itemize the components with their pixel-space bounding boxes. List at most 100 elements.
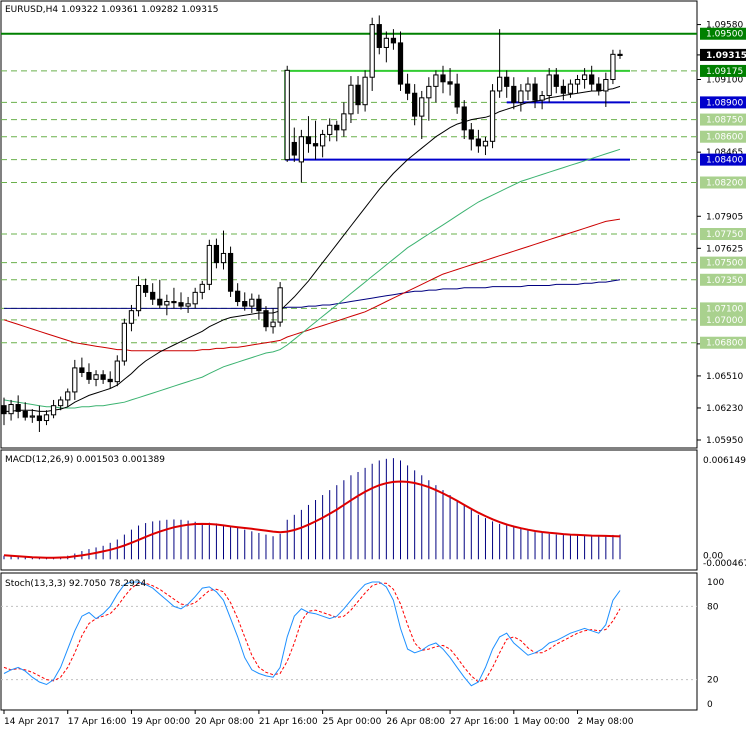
- ma-long-line: [4, 279, 621, 309]
- candle-body: [589, 74, 595, 85]
- candle-body: [150, 291, 156, 300]
- macd-header: MACD(12,26,9) 0.001503 0.001389: [5, 455, 165, 465]
- candle-body: [22, 410, 28, 418]
- candle-body: [249, 298, 255, 307]
- macd-pane: MACD(12,26,9) 0.001503 0.001389 0.006149…: [0, 449, 746, 571]
- price-axis: 1.09580 1.09315 1.09100 1.08465 1.07905 1.076…: [697, 21, 746, 446]
- candle-body: [369, 24, 375, 78]
- candle-body: [560, 85, 566, 94]
- candle-body: [79, 367, 85, 373]
- stoch-axis: 100 80 20 0: [707, 578, 724, 710]
- candle-body: [213, 244, 220, 264]
- candle-body: [157, 298, 163, 306]
- candle-body: [581, 74, 588, 81]
- candle-body: [412, 92, 418, 117]
- time-tick-label: 2 May 08:00: [578, 717, 634, 727]
- candle-body: [504, 76, 510, 87]
- price-level-tag-label: 1.09500: [706, 30, 743, 40]
- price-tick-label: 1.09580: [706, 21, 743, 31]
- candle-body: [220, 252, 227, 264]
- price-level-tag-label: 1.08900: [706, 98, 743, 108]
- candle-body: [327, 124, 333, 135]
- stoch-axis-label: 80: [707, 602, 719, 612]
- candle-body: [539, 95, 545, 101]
- candle-body: [135, 285, 142, 312]
- candle-body: [497, 76, 503, 92]
- time-tick-label: 14 Apr 2017: [4, 717, 60, 727]
- candle-body: [383, 37, 389, 48]
- candle-body: [298, 136, 305, 163]
- price-tick-label: 1.05950: [706, 436, 743, 446]
- candle-body: [192, 291, 198, 305]
- price-tick-label: 1.06230: [706, 404, 743, 414]
- candle-body: [305, 136, 312, 145]
- stoch-header: Stoch(13,3,3) 92.7050 78.2924: [5, 579, 146, 589]
- time-axis: 14 Apr 2017 17 Apr 16:00 19 Apr 00:00 20 Ap…: [3, 710, 634, 727]
- price-level-tag: [700, 176, 746, 189]
- time-tick-label: 19 Apr 00:00: [131, 717, 190, 727]
- candle-body: [86, 371, 92, 380]
- candle-body: [475, 138, 482, 147]
- stoch-levels: [1, 605, 697, 681]
- time-tick-label: 25 Apr 00:00: [323, 717, 382, 727]
- ma-slow-line: [3, 218, 621, 352]
- candle-body: [610, 53, 616, 81]
- price-level-tag: [700, 256, 746, 269]
- price-level-tag: [700, 113, 746, 126]
- candle-body: [447, 81, 453, 85]
- candle-body: [390, 37, 397, 44]
- candle-body: [178, 302, 184, 307]
- candle-body: [235, 290, 241, 303]
- time-tick-label: 20 Apr 08:00: [195, 717, 254, 727]
- last-price-label: 1.09315: [706, 51, 746, 61]
- candle-body: [114, 360, 120, 383]
- macd-signal-line: [3, 480, 621, 559]
- price-tick-label: 1.06510: [706, 372, 743, 382]
- candle-body: [468, 129, 474, 140]
- candle-body: [440, 74, 446, 83]
- candle-body: [397, 42, 404, 85]
- price-level-tag: [700, 130, 746, 143]
- candle-body: [553, 74, 559, 87]
- candle-body: [199, 283, 205, 293]
- candle-body: [227, 252, 234, 292]
- candle-body: [291, 141, 297, 156]
- candle-body: [546, 74, 552, 97]
- candle-body: [256, 298, 262, 312]
- candle-body: [433, 74, 439, 87]
- candle-body: [36, 415, 43, 422]
- candle-body: [284, 69, 290, 161]
- price-pane-frame: [0, 0, 698, 449]
- price-level-tag-label: 1.07350: [706, 276, 743, 286]
- candle-body: [100, 374, 106, 380]
- candle-body: [65, 391, 71, 401]
- candle-body: [1, 405, 7, 415]
- price-level-tag: [700, 336, 746, 349]
- candle-body: [270, 321, 276, 328]
- candle-body: [355, 84, 361, 106]
- price-level-tag-label: 1.08400: [706, 156, 743, 166]
- price-level-tag-label: 1.08750: [706, 116, 743, 126]
- price-level-tag: [700, 27, 746, 40]
- macd-pane-frame: [0, 449, 698, 571]
- candle-body: [164, 301, 170, 306]
- price-pane: EURUSD,H4 1.09322 1.09361 1.09282 1.0931…: [0, 0, 746, 449]
- macd-axis-label: 0.00: [703, 551, 723, 561]
- price-level-tag: [700, 153, 746, 166]
- candle-body: [319, 133, 326, 147]
- price-level-tag-label: 1.07750: [706, 230, 743, 240]
- time-tick-label: 26 Apr 08:00: [386, 717, 445, 727]
- candle-body: [348, 84, 354, 115]
- candle-body: [43, 414, 50, 422]
- candle-body: [29, 415, 35, 418]
- candle-body: [58, 399, 64, 407]
- macd-axis-label: 0.006149: [703, 456, 746, 466]
- candle-body: [142, 285, 149, 293]
- price-level-tag: [700, 273, 746, 286]
- candle-body: [511, 85, 517, 103]
- price-level-tag-label: 1.08200: [706, 179, 743, 189]
- ma-mid-line: [3, 148, 621, 409]
- candle-body: [107, 378, 113, 383]
- candle-body: [15, 404, 21, 412]
